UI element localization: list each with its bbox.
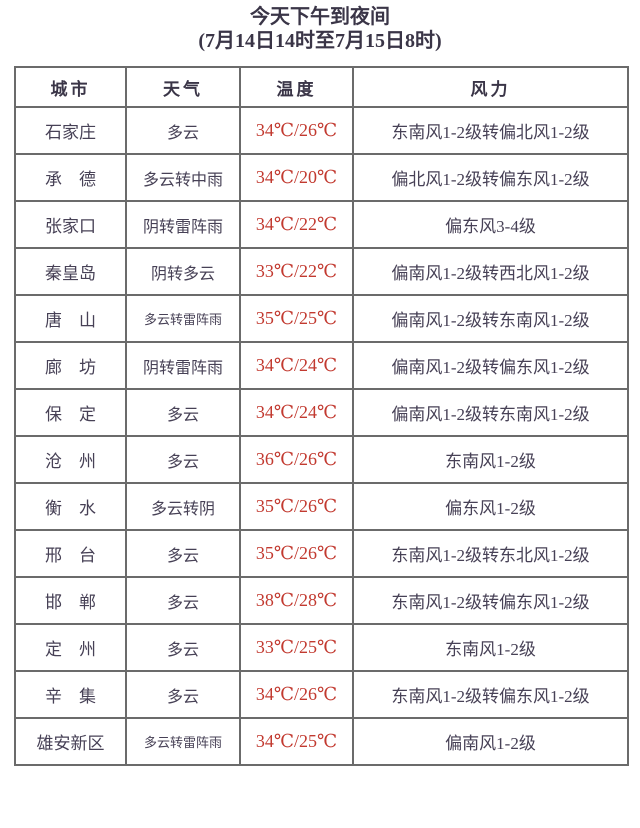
weather-cell: 多云转中雨 — [125, 153, 241, 202]
table-row: 辛 集 多云 34℃/26℃ 东南风1-2级转偏东风1-2级 — [14, 670, 629, 719]
temperature-cell: 34℃/20℃ — [239, 153, 354, 202]
city-cell: 唐 山 — [14, 294, 127, 343]
table-row: 沧 州 多云 36℃/26℃ 东南风1-2级 — [14, 435, 629, 484]
weather-table: 城市 天气 温度 风力 石家庄 多云 34℃/26℃ 东南风1-2级转偏北风1-… — [14, 66, 629, 766]
temperature-cell: 34℃/24℃ — [239, 341, 354, 390]
wind-cell: 东南风1-2级转偏北风1-2级 — [352, 106, 629, 155]
city-cell: 邢 台 — [14, 529, 127, 578]
table-row: 唐 山 多云转雷阵雨 35℃/25℃ 偏南风1-2级转东南风1-2级 — [14, 294, 629, 343]
title-line2: (7月14日14时至7月15日8时) — [198, 30, 442, 52]
col-header-temperature: 温度 — [239, 66, 354, 108]
city-cell: 秦皇岛 — [14, 247, 127, 296]
city-cell: 邯 郸 — [14, 576, 127, 625]
temperature-cell: 35℃/26℃ — [239, 482, 354, 531]
temperature-cell: 34℃/24℃ — [239, 388, 354, 437]
col-header-wind: 风力 — [352, 66, 629, 108]
wind-cell: 偏东风3-4级 — [352, 200, 629, 249]
title-line1: 今天下午到夜间 — [250, 6, 390, 28]
city-cell: 承 德 — [14, 153, 127, 202]
table-row: 承 德 多云转中雨 34℃/20℃ 偏北风1-2级转偏东风1-2级 — [14, 153, 629, 202]
wind-cell: 偏南风1-2级转东南风1-2级 — [352, 388, 629, 437]
table-row: 廊 坊 阴转雷阵雨 34℃/24℃ 偏南风1-2级转偏东风1-2级 — [14, 341, 629, 390]
city-cell: 沧 州 — [14, 435, 127, 484]
weather-cell: 多云转雷阵雨 — [125, 717, 241, 766]
temperature-cell: 35℃/26℃ — [239, 529, 354, 578]
weather-cell: 阴转多云 — [125, 247, 241, 296]
wind-cell: 东南风1-2级转偏东风1-2级 — [352, 576, 629, 625]
wind-cell: 偏南风1-2级 — [352, 717, 629, 766]
weather-cell: 多云 — [125, 576, 241, 625]
weather-cell: 多云转雷阵雨 — [125, 294, 241, 343]
weather-cell: 多云 — [125, 388, 241, 437]
col-header-weather: 天气 — [125, 66, 241, 108]
weather-cell: 阴转雷阵雨 — [125, 200, 241, 249]
wind-cell: 偏南风1-2级转西北风1-2级 — [352, 247, 629, 296]
temperature-cell: 34℃/26℃ — [239, 670, 354, 719]
city-cell: 雄安新区 — [14, 717, 127, 766]
col-header-city: 城市 — [14, 66, 127, 108]
city-cell: 石家庄 — [14, 106, 127, 155]
weather-cell: 多云 — [125, 529, 241, 578]
temperature-cell: 33℃/25℃ — [239, 623, 354, 672]
temperature-cell: 35℃/25℃ — [239, 294, 354, 343]
wind-cell: 偏南风1-2级转偏东风1-2级 — [352, 341, 629, 390]
wind-cell: 东南风1-2级转东北风1-2级 — [352, 529, 629, 578]
city-cell: 衡 水 — [14, 482, 127, 531]
temperature-cell: 34℃/26℃ — [239, 106, 354, 155]
page-title: 今天下午到夜间 (7月14日14时至7月15日8时) — [0, 0, 640, 53]
wind-cell: 东南风1-2级转偏东风1-2级 — [352, 670, 629, 719]
table-row: 石家庄 多云 34℃/26℃ 东南风1-2级转偏北风1-2级 — [14, 106, 629, 155]
temperature-cell: 34℃/25℃ — [239, 717, 354, 766]
city-cell: 辛 集 — [14, 670, 127, 719]
temperature-cell: 38℃/28℃ — [239, 576, 354, 625]
weather-forecast-page: 今天下午到夜间 (7月14日14时至7月15日8时) 城市 天气 温度 风力 石… — [0, 0, 640, 766]
city-cell: 廊 坊 — [14, 341, 127, 390]
weather-cell: 多云 — [125, 106, 241, 155]
table-row: 雄安新区 多云转雷阵雨 34℃/25℃ 偏南风1-2级 — [14, 717, 629, 766]
temperature-cell: 33℃/22℃ — [239, 247, 354, 296]
wind-cell: 东南风1-2级 — [352, 623, 629, 672]
wind-cell: 东南风1-2级 — [352, 435, 629, 484]
weather-cell: 多云 — [125, 670, 241, 719]
weather-cell: 多云 — [125, 623, 241, 672]
table-row: 邢 台 多云 35℃/26℃ 东南风1-2级转东北风1-2级 — [14, 529, 629, 578]
table-header-row: 城市 天气 温度 风力 — [14, 66, 629, 108]
wind-cell: 偏东风1-2级 — [352, 482, 629, 531]
temperature-cell: 34℃/22℃ — [239, 200, 354, 249]
wind-cell: 偏南风1-2级转东南风1-2级 — [352, 294, 629, 343]
table-row: 定 州 多云 33℃/25℃ 东南风1-2级 — [14, 623, 629, 672]
weather-cell: 阴转雷阵雨 — [125, 341, 241, 390]
table-body: 石家庄 多云 34℃/26℃ 东南风1-2级转偏北风1-2级 承 德 多云转中雨… — [14, 106, 629, 766]
table-row: 张家口 阴转雷阵雨 34℃/22℃ 偏东风3-4级 — [14, 200, 629, 249]
temperature-cell: 36℃/26℃ — [239, 435, 354, 484]
table-row: 衡 水 多云转阴 35℃/26℃ 偏东风1-2级 — [14, 482, 629, 531]
city-cell: 张家口 — [14, 200, 127, 249]
weather-cell: 多云 — [125, 435, 241, 484]
table-row: 保 定 多云 34℃/24℃ 偏南风1-2级转东南风1-2级 — [14, 388, 629, 437]
wind-cell: 偏北风1-2级转偏东风1-2级 — [352, 153, 629, 202]
table-row: 秦皇岛 阴转多云 33℃/22℃ 偏南风1-2级转西北风1-2级 — [14, 247, 629, 296]
weather-cell: 多云转阴 — [125, 482, 241, 531]
city-cell: 定 州 — [14, 623, 127, 672]
city-cell: 保 定 — [14, 388, 127, 437]
table-row: 邯 郸 多云 38℃/28℃ 东南风1-2级转偏东风1-2级 — [14, 576, 629, 625]
